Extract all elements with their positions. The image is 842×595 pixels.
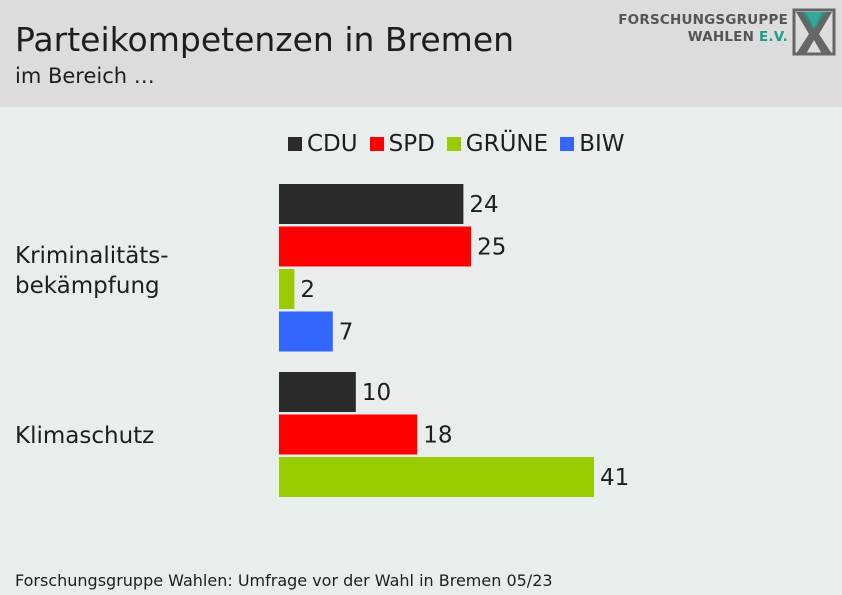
logo-text-wahlen: WAHLEN <box>687 29 755 45</box>
fgw-logo: FORSCHUNGSGRUPPE WAHLEN E.V. <box>618 6 836 58</box>
bar-klimaschutz-cdu <box>279 372 356 412</box>
logo-text-ev: E.V. <box>759 29 788 45</box>
bar-kriminalitaet-biw <box>279 311 333 352</box>
bar-kriminalitaet-gruene <box>279 269 295 309</box>
logo-text-line1: FORSCHUNGSGRUPPE <box>618 12 788 28</box>
bar-klimaschutz-gruene <box>279 457 594 497</box>
bar-kriminalitaet-spd <box>279 226 472 267</box>
legend-item-spd: SPD <box>369 131 435 157</box>
category-label-kriminalitaet: Kriminalitäts- bekämpfung <box>15 241 169 301</box>
chart-title: Parteikompetenzen in Bremen <box>15 20 515 59</box>
category-label-kriminalitaet-line1: Kriminalitäts- <box>15 243 169 269</box>
header-band: Parteikompetenzen in Bremen im Bereich …… <box>0 0 842 107</box>
data-label-kriminalitaet-biw: 7 <box>339 320 354 346</box>
legend-swatch-cdu <box>288 137 302 151</box>
legend-swatch-biw <box>560 137 575 151</box>
legend-item-biw: BIW <box>560 131 625 157</box>
legend-swatch-gruene <box>446 137 461 151</box>
legend-item-gruene: GRÜNE <box>446 131 549 157</box>
ballot-x-icon <box>792 8 836 56</box>
data-label-klimaschutz-cdu: 10 <box>362 380 391 406</box>
bar-klimaschutz-spd <box>279 414 418 455</box>
legend-item-cdu: CDU <box>288 131 358 157</box>
source-note: Forschungsgruppe Wahlen: Umfrage vor der… <box>15 571 553 590</box>
legend-swatch-spd <box>369 137 384 151</box>
category-label-kriminalitaet-line2: bekämpfung <box>15 273 160 299</box>
chart-legend: CDU SPD GRÜNE BIW <box>288 131 625 157</box>
data-label-kriminalitaet-gruene: 2 <box>300 277 315 303</box>
chart-subtitle: im Bereich … <box>15 64 155 88</box>
data-label-klimaschutz-spd: 18 <box>423 423 452 449</box>
legend-label-spd: SPD <box>388 131 435 157</box>
legend-label-gruene: GRÜNE <box>465 131 549 157</box>
legend-label-cdu: CDU <box>307 131 358 157</box>
category-label-klimaschutz-text: Klimaschutz <box>15 423 155 449</box>
logo-text-line2: WAHLEN E.V. <box>688 29 788 45</box>
data-label-klimaschutz-gruene: 41 <box>600 465 629 491</box>
bar-kriminalitaet-cdu <box>279 184 464 224</box>
legend-label-biw: BIW <box>579 131 625 157</box>
category-label-klimaschutz: Klimaschutz <box>15 421 154 451</box>
data-label-kriminalitaet-cdu: 24 <box>469 192 498 218</box>
data-label-kriminalitaet-spd: 25 <box>477 235 506 261</box>
